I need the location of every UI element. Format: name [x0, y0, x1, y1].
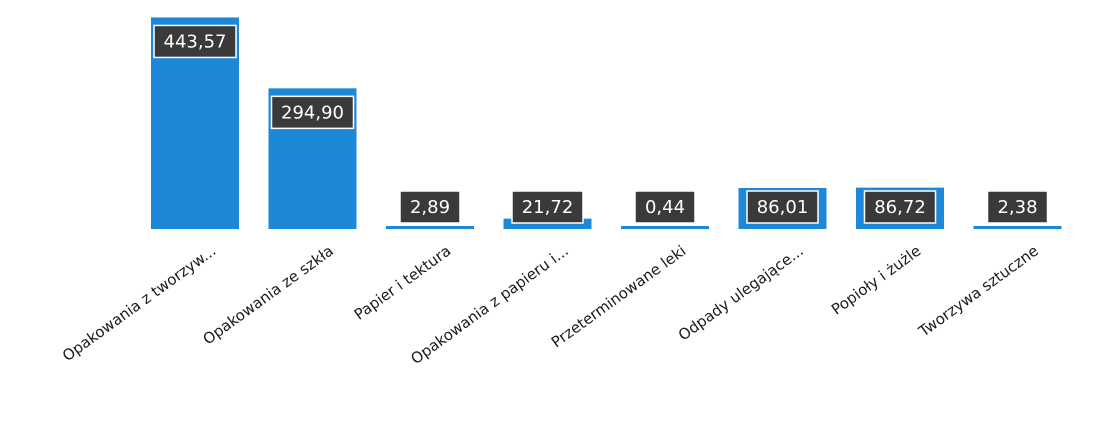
value-label-box-7 [863, 190, 937, 224]
value-label-box-2 [270, 95, 355, 130]
value-label-box-8 [986, 190, 1049, 224]
category-label-8: Tworzywa sztuczne [915, 242, 1042, 341]
category-label-6: Odpady ulegające... [675, 242, 807, 345]
category-label-2: Opakowania ze szkła [200, 242, 337, 349]
value-label-box-5 [634, 190, 696, 224]
category-label-7: Popioły i żużle [828, 242, 924, 319]
bar-3 [386, 226, 474, 229]
value-label-box-3 [399, 190, 461, 224]
value-label-6: 86,01 [757, 197, 809, 218]
value-labels-layer: 443,57 294,90 2,89 21,72 0,44 86,01 86,72 2,38 [153, 24, 1049, 224]
category-label-3: Papier i tektura [351, 242, 455, 324]
bar-5 [621, 226, 709, 229]
value-label-5: 0,44 [645, 197, 685, 218]
value-label-1: 443,57 [164, 31, 227, 52]
value-label-7: 86,72 [874, 197, 926, 218]
value-label-3: 2,89 [410, 197, 450, 218]
value-label-box-4 [511, 190, 584, 224]
value-label-4: 21,72 [522, 197, 574, 218]
category-label-1: Opakowania z tworzyw... [59, 242, 219, 365]
category-labels-layer: Opakowania z tworzyw...Opakowania ze szk… [59, 242, 1042, 368]
bar-4 [503, 218, 592, 229]
value-label-8: 2,38 [997, 197, 1037, 218]
value-label-box-6 [746, 190, 819, 224]
value-label-box-1 [153, 24, 237, 59]
value-label-2: 294,90 [281, 102, 344, 123]
bar-8 [973, 226, 1062, 229]
